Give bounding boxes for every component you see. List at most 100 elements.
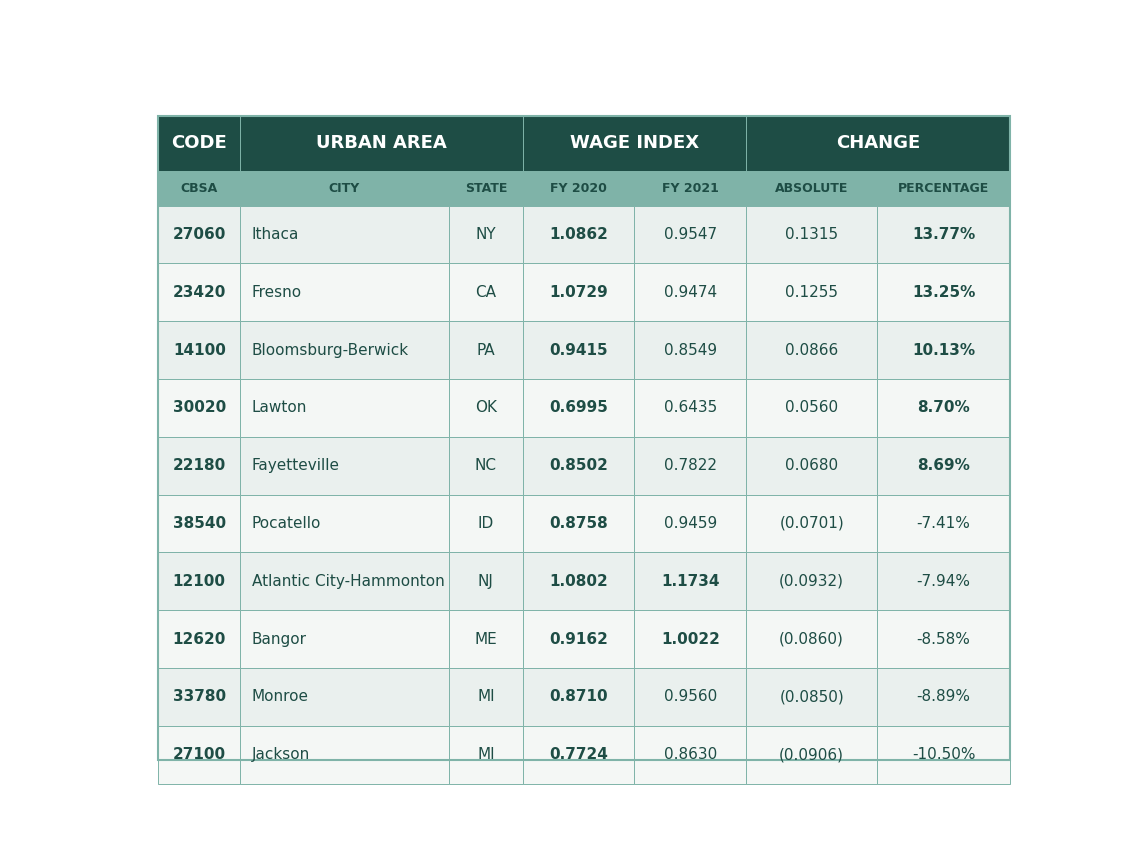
Text: 0.0680: 0.0680 xyxy=(785,458,838,473)
Text: 12100: 12100 xyxy=(173,574,226,589)
Text: 27060: 27060 xyxy=(172,227,226,242)
Bar xyxy=(523,205,635,264)
Text: Fayetteville: Fayetteville xyxy=(252,458,340,473)
Bar xyxy=(523,726,635,784)
Text: -8.58%: -8.58% xyxy=(917,632,970,647)
Bar xyxy=(878,321,1010,379)
Bar xyxy=(635,668,746,726)
Text: (0.0860): (0.0860) xyxy=(780,632,844,647)
Text: 27100: 27100 xyxy=(173,747,226,762)
Bar xyxy=(158,668,241,726)
Bar xyxy=(241,610,449,668)
Text: 0.8758: 0.8758 xyxy=(549,516,608,531)
Bar xyxy=(241,668,449,726)
Text: 12620: 12620 xyxy=(172,632,226,647)
Text: Bangor: Bangor xyxy=(252,632,307,647)
Text: MI: MI xyxy=(477,689,495,704)
Text: 0.6435: 0.6435 xyxy=(663,401,717,415)
Bar xyxy=(635,321,746,379)
Bar xyxy=(158,205,241,264)
Bar xyxy=(449,321,523,379)
Bar xyxy=(449,494,523,552)
Bar xyxy=(241,552,449,610)
Bar xyxy=(635,379,746,437)
Text: Jackson: Jackson xyxy=(252,747,310,762)
Text: 0.0560: 0.0560 xyxy=(785,401,838,415)
Text: (0.0701): (0.0701) xyxy=(780,516,844,531)
Bar xyxy=(635,437,746,494)
Bar xyxy=(523,379,635,437)
Text: Monroe: Monroe xyxy=(252,689,309,704)
Text: NJ: NJ xyxy=(478,574,494,589)
Bar xyxy=(746,726,878,784)
Bar xyxy=(746,171,878,205)
Bar xyxy=(878,610,1010,668)
Bar xyxy=(241,379,449,437)
Bar xyxy=(449,668,523,726)
Bar xyxy=(158,494,241,552)
Bar xyxy=(449,264,523,321)
Bar xyxy=(158,116,241,171)
Bar xyxy=(523,264,635,321)
Text: 1.0729: 1.0729 xyxy=(549,284,608,300)
Text: Atlantic City-Hammonton: Atlantic City-Hammonton xyxy=(252,574,445,589)
Bar xyxy=(878,552,1010,610)
Bar xyxy=(158,321,241,379)
Text: Ithaca: Ithaca xyxy=(252,227,299,242)
Text: CODE: CODE xyxy=(171,134,227,153)
Text: ABSOLUTE: ABSOLUTE xyxy=(775,182,848,195)
Text: STATE: STATE xyxy=(465,182,507,195)
Text: 1.0862: 1.0862 xyxy=(549,227,608,242)
Text: 0.9415: 0.9415 xyxy=(549,342,608,357)
Text: 0.8549: 0.8549 xyxy=(663,342,717,357)
Text: -7.94%: -7.94% xyxy=(917,574,970,589)
Text: 0.7822: 0.7822 xyxy=(663,458,717,473)
Text: 0.1255: 0.1255 xyxy=(785,284,838,300)
Text: 0.8502: 0.8502 xyxy=(549,458,608,473)
Text: NY: NY xyxy=(475,227,496,242)
Text: FY 2021: FY 2021 xyxy=(662,182,718,195)
Text: NC: NC xyxy=(475,458,497,473)
Text: 0.9459: 0.9459 xyxy=(663,516,717,531)
Text: -10.50%: -10.50% xyxy=(912,747,976,762)
Bar xyxy=(878,264,1010,321)
Bar xyxy=(746,264,878,321)
Bar xyxy=(158,171,241,205)
Text: URBAN AREA: URBAN AREA xyxy=(316,134,447,153)
Bar xyxy=(523,610,635,668)
Bar xyxy=(241,494,449,552)
Text: 8.69%: 8.69% xyxy=(918,458,970,473)
Bar xyxy=(746,321,878,379)
Text: 1.0802: 1.0802 xyxy=(549,574,608,589)
Bar xyxy=(523,116,746,171)
Text: 1.0022: 1.0022 xyxy=(661,632,719,647)
Text: OK: OK xyxy=(475,401,497,415)
Bar xyxy=(746,205,878,264)
Bar xyxy=(449,205,523,264)
Bar xyxy=(449,726,523,784)
Bar xyxy=(241,116,523,171)
Bar xyxy=(878,726,1010,784)
Bar xyxy=(746,668,878,726)
Bar xyxy=(878,437,1010,494)
Bar xyxy=(523,171,635,205)
Bar xyxy=(746,379,878,437)
Bar xyxy=(158,726,241,784)
Bar xyxy=(158,610,241,668)
Bar xyxy=(449,610,523,668)
Text: (0.0906): (0.0906) xyxy=(779,747,844,762)
Text: ID: ID xyxy=(478,516,494,531)
Bar xyxy=(635,264,746,321)
Text: 33780: 33780 xyxy=(173,689,226,704)
Bar xyxy=(523,437,635,494)
Bar xyxy=(158,264,241,321)
Text: 22180: 22180 xyxy=(172,458,226,473)
Bar xyxy=(241,321,449,379)
Text: CBSA: CBSA xyxy=(180,182,218,195)
Text: 0.8630: 0.8630 xyxy=(663,747,717,762)
Text: 13.77%: 13.77% xyxy=(912,227,976,242)
Bar xyxy=(878,171,1010,205)
Bar xyxy=(878,668,1010,726)
Bar xyxy=(158,552,241,610)
Text: PA: PA xyxy=(477,342,495,357)
